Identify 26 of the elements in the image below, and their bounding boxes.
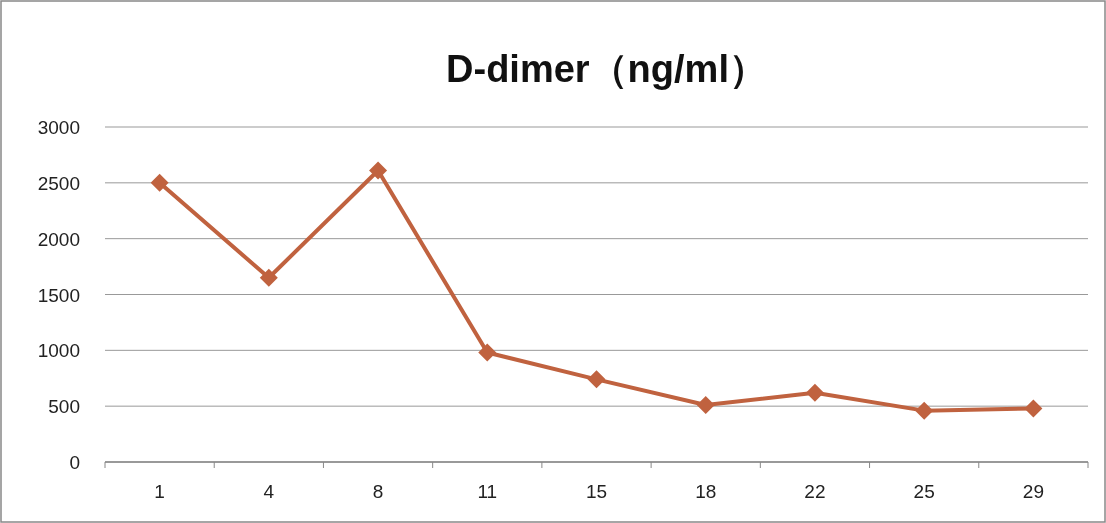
x-tick-label: 4 xyxy=(263,481,275,502)
y-tick-label: 2000 xyxy=(37,228,80,250)
x-tick-label: 8 xyxy=(372,481,384,502)
y-tick-label: 2500 xyxy=(37,172,80,194)
x-tick-label: 18 xyxy=(695,481,717,502)
y-tick-label: 500 xyxy=(48,396,80,418)
x-tick-label: 25 xyxy=(913,481,935,502)
y-tick-label: 0 xyxy=(69,452,80,473)
point xyxy=(1024,399,1043,418)
x-tick-label: 11 xyxy=(477,481,498,502)
point xyxy=(150,173,169,192)
x-tick-label: 29 xyxy=(1022,481,1044,502)
point xyxy=(805,383,824,402)
y-tick-label: 1000 xyxy=(37,340,80,362)
point xyxy=(915,401,934,420)
x-tick-label: 15 xyxy=(585,481,608,502)
x-tick-label: 22 xyxy=(804,481,826,502)
point xyxy=(587,370,606,389)
point xyxy=(259,268,278,287)
point xyxy=(696,396,715,415)
y-tick-label: 1500 xyxy=(37,284,80,306)
point xyxy=(369,161,388,180)
chart-title: D-dimer（ng/ml） xyxy=(446,48,767,90)
x-tick-label: 1 xyxy=(154,481,165,502)
point xyxy=(478,343,497,362)
y-tick-label: 3000 xyxy=(37,117,80,138)
